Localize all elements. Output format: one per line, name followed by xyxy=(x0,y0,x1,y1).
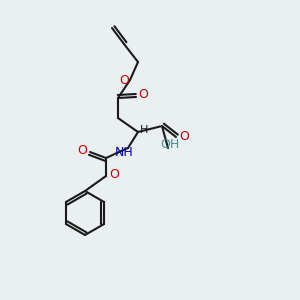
Text: O: O xyxy=(109,167,119,181)
Text: O: O xyxy=(77,143,87,157)
Text: OH: OH xyxy=(160,137,180,151)
Text: O: O xyxy=(179,130,189,143)
Text: H: H xyxy=(140,125,148,135)
Text: NH: NH xyxy=(115,146,134,158)
Text: O: O xyxy=(138,88,148,101)
Text: O: O xyxy=(119,74,129,86)
